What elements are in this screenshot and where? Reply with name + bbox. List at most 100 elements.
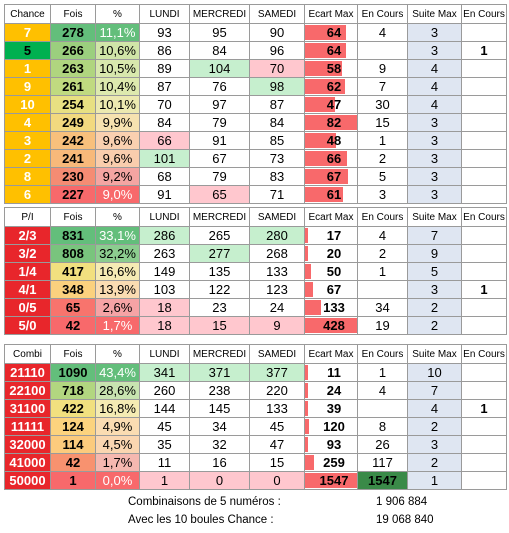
cell-lundi: 341 bbox=[139, 363, 190, 382]
cell-lundi: 260 bbox=[139, 381, 190, 400]
cell-pct: 9,2% bbox=[95, 167, 140, 186]
cell-lundi: 86 bbox=[139, 41, 190, 60]
cell-en-cours: 2 bbox=[357, 149, 408, 168]
cell-ecart-max: 67 bbox=[304, 167, 358, 186]
cell-id: 11111 bbox=[4, 417, 51, 436]
ecart-value: 64 bbox=[326, 43, 342, 58]
cell-id: 6 bbox=[4, 185, 51, 204]
ecart-bar bbox=[305, 169, 348, 184]
cell-samedi: 73 bbox=[249, 149, 305, 168]
cell-fois: 124 bbox=[50, 417, 96, 436]
cell-en-cours-suite bbox=[461, 417, 507, 436]
header-id: Combi bbox=[4, 344, 51, 364]
cell-fois: 422 bbox=[50, 399, 96, 418]
cell-en-cours-suite: 1 bbox=[461, 280, 507, 299]
cell-mercredi: 91 bbox=[189, 131, 250, 150]
cell-pct: 9,6% bbox=[95, 149, 140, 168]
cell-lundi: 91 bbox=[139, 185, 190, 204]
cell-en-cours: 3 bbox=[357, 185, 408, 204]
table-row: 3 242 9,6% 66 91 85 48 1 3 bbox=[4, 131, 507, 150]
cell-ecart-max: 64 bbox=[304, 41, 358, 60]
cell-lundi: 45 bbox=[139, 417, 190, 436]
cell-suite-max: 2 bbox=[407, 453, 462, 472]
cell-id: 0/5 bbox=[4, 298, 51, 317]
cell-id: 1/4 bbox=[4, 262, 51, 281]
cell-samedi: 45 bbox=[249, 417, 305, 436]
cell-id: 21110 bbox=[4, 363, 51, 382]
cell-en-cours bbox=[357, 399, 408, 418]
cell-pct: 2,6% bbox=[95, 298, 140, 317]
cell-samedi: 133 bbox=[249, 262, 305, 281]
ecart-bar bbox=[305, 300, 322, 315]
cell-mercredi: 371 bbox=[189, 363, 250, 382]
cell-ecart-max: 1547 bbox=[304, 471, 358, 490]
header-en-cours: En Cours bbox=[357, 344, 408, 364]
table-row: 0/5 65 2,6% 18 23 24 133 34 2 bbox=[4, 298, 507, 317]
header-samedi: SAMEDI bbox=[249, 4, 305, 24]
cell-id: 9 bbox=[4, 77, 51, 96]
cell-en-cours-suite bbox=[461, 59, 507, 78]
cell-suite-max: 1 bbox=[407, 471, 462, 490]
header-en-cours-suite: En Cours bbox=[461, 4, 507, 24]
cell-fois: 1090 bbox=[50, 363, 96, 382]
cell-fois: 42 bbox=[50, 453, 96, 472]
cell-ecart-max: 17 bbox=[304, 226, 358, 245]
table-row: 7 278 11,1% 93 95 90 64 4 3 bbox=[4, 23, 507, 42]
cell-pct: 4,9% bbox=[95, 417, 140, 436]
header-suite-max: Suite Max bbox=[407, 344, 462, 364]
ecart-value: 24 bbox=[326, 383, 342, 398]
cell-ecart-max: 39 bbox=[304, 399, 358, 418]
cell-samedi: 70 bbox=[249, 59, 305, 78]
cell-fois: 261 bbox=[50, 77, 96, 96]
cell-en-cours-suite bbox=[461, 435, 507, 454]
cell-id: 8 bbox=[4, 167, 51, 186]
cell-suite-max: 7 bbox=[407, 381, 462, 400]
cell-ecart-max: 259 bbox=[304, 453, 358, 472]
cell-mercredi: 135 bbox=[189, 262, 250, 281]
ecart-value: 62 bbox=[326, 79, 342, 94]
cell-ecart-max: 133 bbox=[304, 298, 358, 317]
pair-impair-table: P/I Fois% LUNDI MERCREDI SAMEDI Ecart Max En C… bbox=[4, 207, 507, 335]
cell-mercredi: 265 bbox=[189, 226, 250, 245]
header-ecart-max: Ecart Max bbox=[304, 4, 358, 24]
cell-en-cours: 2 bbox=[357, 244, 408, 263]
header-mercredi: MERCREDI bbox=[189, 4, 250, 24]
cell-id: 7 bbox=[4, 23, 51, 42]
cell-fois: 831 bbox=[50, 226, 96, 245]
table-row: 2/3 831 33,1% 286 265 280 17 4 7 bbox=[4, 226, 507, 245]
cell-en-cours-suite bbox=[461, 316, 507, 335]
cell-pct: 4,5% bbox=[95, 435, 140, 454]
cell-pct: 33,1% bbox=[95, 226, 140, 245]
cell-fois: 1 bbox=[50, 471, 96, 490]
cell-en-cours-suite bbox=[461, 113, 507, 132]
cell-en-cours-suite bbox=[461, 298, 507, 317]
cell-id: 41000 bbox=[4, 453, 51, 472]
table-row: 5/0 42 1,7% 18 15 9 428 19 2 bbox=[4, 316, 507, 335]
cell-lundi: 18 bbox=[139, 298, 190, 317]
cell-fois: 227 bbox=[50, 185, 96, 204]
cell-lundi: 144 bbox=[139, 399, 190, 418]
cell-en-cours: 4 bbox=[357, 381, 408, 400]
cell-en-cours-suite bbox=[461, 453, 507, 472]
cell-samedi: 96 bbox=[249, 41, 305, 60]
ecart-bar bbox=[305, 473, 357, 488]
header-fois: Fois bbox=[50, 207, 96, 227]
cell-en-cours: 15 bbox=[357, 113, 408, 132]
cell-id: 50000 bbox=[4, 471, 51, 490]
cell-mercredi: 277 bbox=[189, 244, 250, 263]
table-row: 10 254 10,1% 70 97 87 47 30 4 bbox=[4, 95, 507, 114]
cell-fois: 348 bbox=[50, 280, 96, 299]
cell-samedi: 98 bbox=[249, 77, 305, 96]
cell-suite-max: 2 bbox=[407, 417, 462, 436]
cell-pct: 9,6% bbox=[95, 131, 140, 150]
cell-samedi: 84 bbox=[249, 113, 305, 132]
cell-samedi: 71 bbox=[249, 185, 305, 204]
table-row: 3/2 808 32,2% 263 277 268 20 2 9 bbox=[4, 244, 507, 263]
cell-id: 5 bbox=[4, 41, 51, 60]
cell-en-cours: 1 bbox=[357, 363, 408, 382]
header-lundi: LUNDI bbox=[139, 4, 190, 24]
cell-suite-max: 3 bbox=[407, 435, 462, 454]
cell-fois: 230 bbox=[50, 167, 96, 186]
ecart-bar bbox=[305, 97, 335, 112]
cell-lundi: 149 bbox=[139, 262, 190, 281]
